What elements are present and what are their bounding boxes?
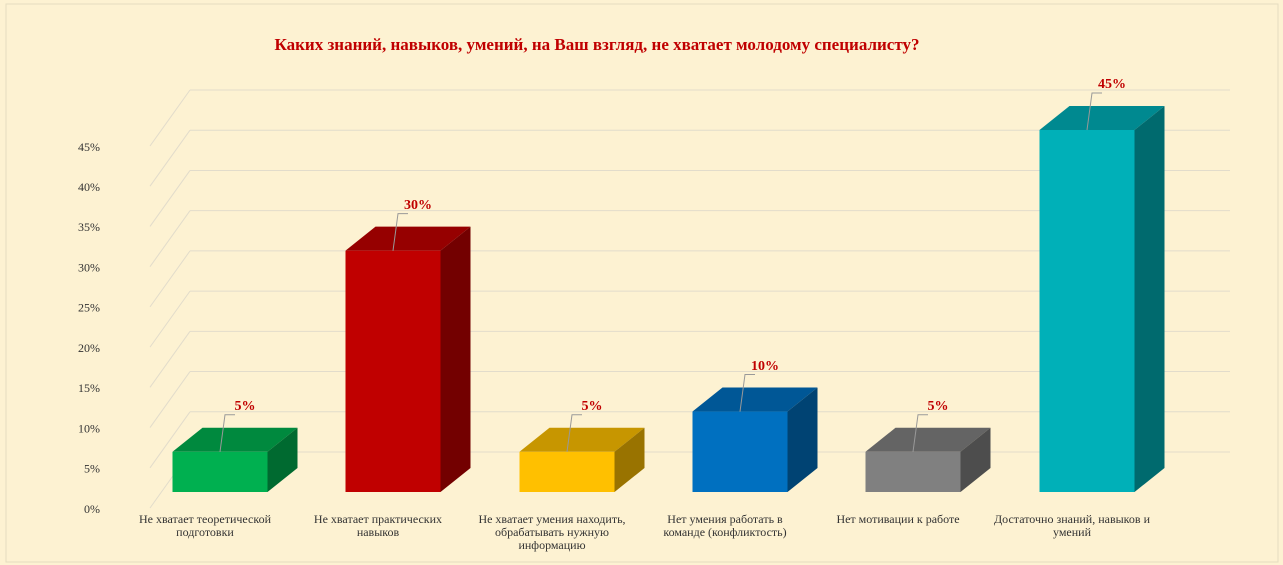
value-label: 5% — [928, 399, 949, 414]
x-tick-label: Не хватает теоретической подготовки — [139, 512, 271, 539]
grid-line — [149, 210, 191, 267]
bar — [519, 451, 615, 492]
y-tick-label: 0% — [84, 502, 100, 516]
leader-line — [912, 414, 928, 452]
bar-top — [1039, 106, 1165, 130]
value-label: 45% — [1098, 77, 1126, 92]
grid-line — [149, 170, 191, 227]
y-tick-label: 5% — [84, 462, 100, 476]
grid-line — [149, 331, 191, 388]
bar-side — [614, 427, 645, 492]
leader-line — [1086, 92, 1102, 131]
value-label: 30% — [404, 198, 432, 213]
bar — [172, 451, 268, 492]
y-tick-label: 25% — [78, 301, 100, 315]
bar — [865, 451, 961, 492]
leader-line — [566, 414, 582, 452]
bar-top — [172, 427, 298, 452]
value-label: 5% — [235, 399, 256, 414]
grid-line — [149, 371, 191, 428]
bar-top — [692, 387, 818, 412]
y-tick-label: 20% — [78, 341, 100, 355]
bar-side — [960, 427, 991, 492]
bar — [692, 411, 788, 492]
bar-top — [865, 427, 991, 452]
bar-top — [345, 226, 471, 251]
x-tick-label: Нет мотивации к работе — [836, 512, 960, 526]
grid-line — [149, 250, 191, 308]
bar-side — [440, 226, 471, 492]
x-tick-label: Нет умения работать в команде (конфликто… — [663, 512, 787, 539]
chart-title: Каких знаний, навыков, умений, на Ваш вз… — [275, 35, 920, 54]
x-tick-label: Не хватает умения находить, обрабатывать… — [478, 512, 626, 552]
y-tick-label: 10% — [78, 421, 100, 435]
grid-line — [149, 290, 191, 348]
bar-side — [787, 387, 818, 492]
leader-line — [739, 374, 755, 412]
bar — [345, 250, 441, 492]
grid-line — [149, 129, 191, 187]
bar — [1039, 130, 1135, 492]
x-tick-label: Не хватает практических навыков — [313, 512, 443, 539]
y-tick-label: 45% — [78, 140, 100, 154]
value-label: 5% — [582, 399, 603, 414]
value-label: 10% — [751, 359, 779, 374]
y-tick-label: 15% — [78, 381, 100, 395]
bar-side — [267, 427, 298, 492]
bar-top — [519, 427, 645, 452]
frame — [5, 3, 1279, 563]
leader-line — [392, 213, 408, 251]
grid-line — [149, 89, 191, 147]
y-tick-label: 35% — [78, 220, 100, 234]
y-tick-label: 30% — [78, 260, 100, 274]
leader-line — [219, 414, 235, 452]
grid-line — [149, 411, 191, 469]
x-tick-label: Достаточно знаний, навыков и умений — [994, 512, 1150, 539]
bar-side — [1134, 106, 1165, 492]
y-tick-label: 40% — [78, 180, 100, 194]
